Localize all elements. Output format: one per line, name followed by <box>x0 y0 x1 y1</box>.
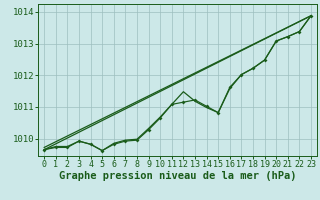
X-axis label: Graphe pression niveau de la mer (hPa): Graphe pression niveau de la mer (hPa) <box>59 171 296 181</box>
